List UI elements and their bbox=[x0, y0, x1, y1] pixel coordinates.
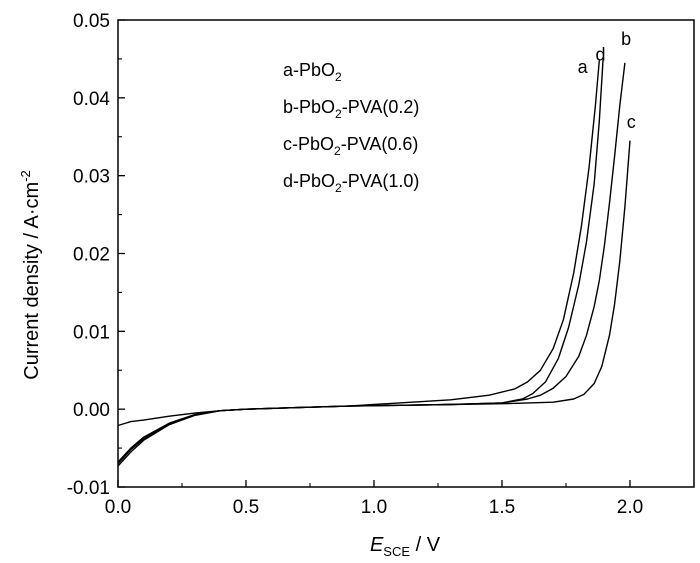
x-tick-label: 2.0 bbox=[617, 497, 643, 518]
x-axis-ticks: 0.0 0.5 1.0 1.5 2.0 bbox=[105, 480, 643, 518]
x-tick-label: 0.5 bbox=[233, 497, 259, 518]
y-tick-label: 0.01 bbox=[73, 322, 110, 343]
curve-label-c: c bbox=[627, 112, 636, 132]
plot-frame bbox=[117, 19, 695, 488]
y-tick-label: 0.02 bbox=[73, 245, 110, 266]
curve-label-d: d bbox=[596, 44, 606, 64]
y-tick-label: 0.00 bbox=[73, 400, 110, 421]
curve-labels: adb c bbox=[578, 29, 636, 132]
y-axis-ticks: -0.01 0.00 0.01 0.02 0.03 0.04 0.05 bbox=[67, 11, 125, 499]
y-axis-title: Current density / A·cm-2 bbox=[18, 170, 43, 379]
y-tick-label: 0.05 bbox=[73, 11, 110, 32]
series-line-a bbox=[117, 60, 600, 427]
series-line-d bbox=[117, 58, 604, 463]
y-tick-label: 0.03 bbox=[73, 167, 110, 188]
legend-entry: a-PbO2 bbox=[283, 60, 342, 84]
legend-entry: d-PbO2-PVA(1.0) bbox=[283, 171, 419, 195]
y-tick-label: -0.01 bbox=[67, 478, 110, 499]
legend: a-PbO2 b-PbO2-PVA(0.2) c-PbO2-PVA(0.6) d-Pb… bbox=[283, 60, 419, 195]
legend-entry: c-PbO2-PVA(0.6) bbox=[283, 134, 418, 158]
plot-border bbox=[117, 19, 695, 488]
curve-label-b: b bbox=[621, 29, 631, 49]
series-line-b bbox=[117, 62, 626, 467]
series-layer bbox=[117, 58, 631, 467]
x-axis-title: ESCE / V bbox=[370, 534, 441, 559]
x-tick-label: 1.5 bbox=[489, 497, 515, 518]
x-tick-label: 1.0 bbox=[361, 497, 387, 518]
legend-entry: b-PbO2-PVA(0.2) bbox=[283, 97, 419, 121]
y-tick-label: 0.04 bbox=[73, 89, 110, 110]
x-tick-label: 0.0 bbox=[105, 497, 131, 518]
curve-label-a: a bbox=[578, 57, 589, 77]
